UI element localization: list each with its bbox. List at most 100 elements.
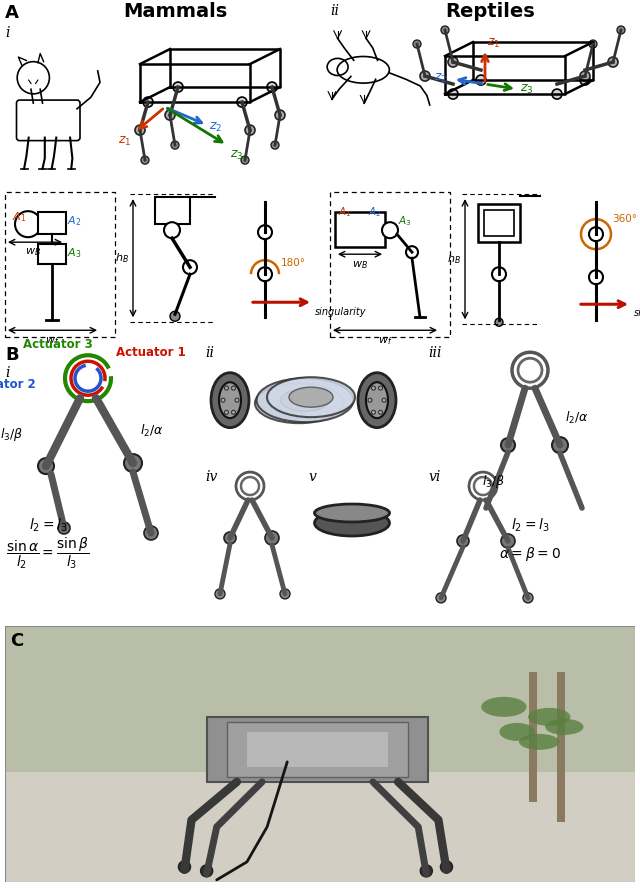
Circle shape <box>378 411 383 414</box>
Circle shape <box>179 861 191 873</box>
Text: $l_2/\alpha$: $l_2/\alpha$ <box>140 423 164 439</box>
Ellipse shape <box>267 377 355 417</box>
Circle shape <box>245 125 255 135</box>
Text: $z_3$: $z_3$ <box>230 149 243 162</box>
Circle shape <box>552 89 562 99</box>
Circle shape <box>501 534 515 548</box>
Circle shape <box>124 454 142 472</box>
Circle shape <box>232 386 236 390</box>
Circle shape <box>165 110 175 120</box>
Circle shape <box>183 260 197 274</box>
Text: Mammals: Mammals <box>123 2 227 21</box>
Circle shape <box>476 75 486 85</box>
Text: i: i <box>5 366 10 380</box>
Text: Actuator 1: Actuator 1 <box>116 346 186 359</box>
Circle shape <box>368 398 372 402</box>
Ellipse shape <box>528 708 570 725</box>
Circle shape <box>271 141 279 149</box>
Text: $l_2/\alpha$: $l_2/\alpha$ <box>565 410 589 426</box>
Text: $z_3$: $z_3$ <box>520 83 534 96</box>
Circle shape <box>275 110 285 120</box>
Ellipse shape <box>499 723 534 741</box>
Bar <box>38 212 66 234</box>
Circle shape <box>141 156 149 164</box>
Circle shape <box>258 268 272 281</box>
Text: $A_3$: $A_3$ <box>67 246 81 260</box>
Text: i: i <box>5 26 10 40</box>
Circle shape <box>580 75 590 85</box>
Circle shape <box>173 82 183 92</box>
Circle shape <box>235 398 239 402</box>
Circle shape <box>501 438 515 453</box>
Text: singularity: singularity <box>634 308 640 318</box>
Text: $A_2$: $A_2$ <box>67 214 81 228</box>
Circle shape <box>280 589 290 599</box>
Circle shape <box>200 865 212 877</box>
Circle shape <box>436 593 446 603</box>
Ellipse shape <box>314 510 390 536</box>
Text: $z_1$: $z_1$ <box>118 135 131 148</box>
Circle shape <box>382 222 398 238</box>
Text: Actuator 3: Actuator 3 <box>23 338 93 351</box>
Circle shape <box>589 40 597 48</box>
Circle shape <box>15 212 41 237</box>
Circle shape <box>224 532 236 544</box>
Bar <box>557 672 565 821</box>
Text: $l_2 = l_3$: $l_2 = l_3$ <box>511 517 549 534</box>
Circle shape <box>523 593 533 603</box>
Bar <box>207 717 428 782</box>
Text: $z_2$: $z_2$ <box>434 72 447 85</box>
Circle shape <box>378 386 383 390</box>
Circle shape <box>406 246 418 258</box>
Circle shape <box>171 141 179 149</box>
Text: $A_1$: $A_1$ <box>12 210 26 224</box>
Text: $z_1$: $z_1$ <box>487 37 500 50</box>
Circle shape <box>371 386 376 390</box>
Circle shape <box>225 386 228 390</box>
Ellipse shape <box>366 382 388 418</box>
Circle shape <box>164 222 180 238</box>
Bar <box>478 204 520 242</box>
Text: $A_2$: $A_2$ <box>368 205 381 219</box>
Ellipse shape <box>277 393 321 413</box>
Circle shape <box>232 411 236 414</box>
Ellipse shape <box>519 734 559 750</box>
Text: $\alpha = \beta = 0$: $\alpha = \beta = 0$ <box>499 545 561 563</box>
Text: iii: iii <box>428 346 442 360</box>
Text: 360°: 360° <box>612 214 637 224</box>
Circle shape <box>143 97 153 107</box>
Bar <box>227 722 408 777</box>
Ellipse shape <box>281 389 329 411</box>
Circle shape <box>241 156 249 164</box>
Text: $l_3/\beta$: $l_3/\beta$ <box>0 426 23 443</box>
Text: Reptiles: Reptiles <box>445 2 535 21</box>
Circle shape <box>170 311 180 321</box>
Circle shape <box>441 26 449 34</box>
Circle shape <box>267 82 277 92</box>
Circle shape <box>589 270 603 284</box>
Text: $h_B$: $h_B$ <box>447 252 461 266</box>
Text: C: C <box>10 632 24 650</box>
Ellipse shape <box>481 697 527 717</box>
Circle shape <box>448 89 458 99</box>
Bar <box>5 772 635 882</box>
Text: ii: ii <box>205 346 214 360</box>
Circle shape <box>440 861 452 873</box>
Text: vi: vi <box>428 470 440 485</box>
Ellipse shape <box>257 378 353 422</box>
Ellipse shape <box>219 382 241 418</box>
Ellipse shape <box>211 372 249 428</box>
Text: $w_f$: $w_f$ <box>45 335 60 347</box>
Text: singularity: singularity <box>315 308 367 317</box>
Bar <box>155 197 190 224</box>
Bar <box>529 672 537 802</box>
Text: $w_f$: $w_f$ <box>378 335 392 347</box>
Ellipse shape <box>289 388 333 407</box>
Circle shape <box>457 535 469 547</box>
Text: B: B <box>5 346 19 364</box>
Circle shape <box>492 268 506 281</box>
Text: $l_2 = l_3$: $l_2 = l_3$ <box>29 517 67 534</box>
Text: $w_B$: $w_B$ <box>352 260 368 271</box>
Circle shape <box>552 437 568 453</box>
Bar <box>5 626 635 777</box>
